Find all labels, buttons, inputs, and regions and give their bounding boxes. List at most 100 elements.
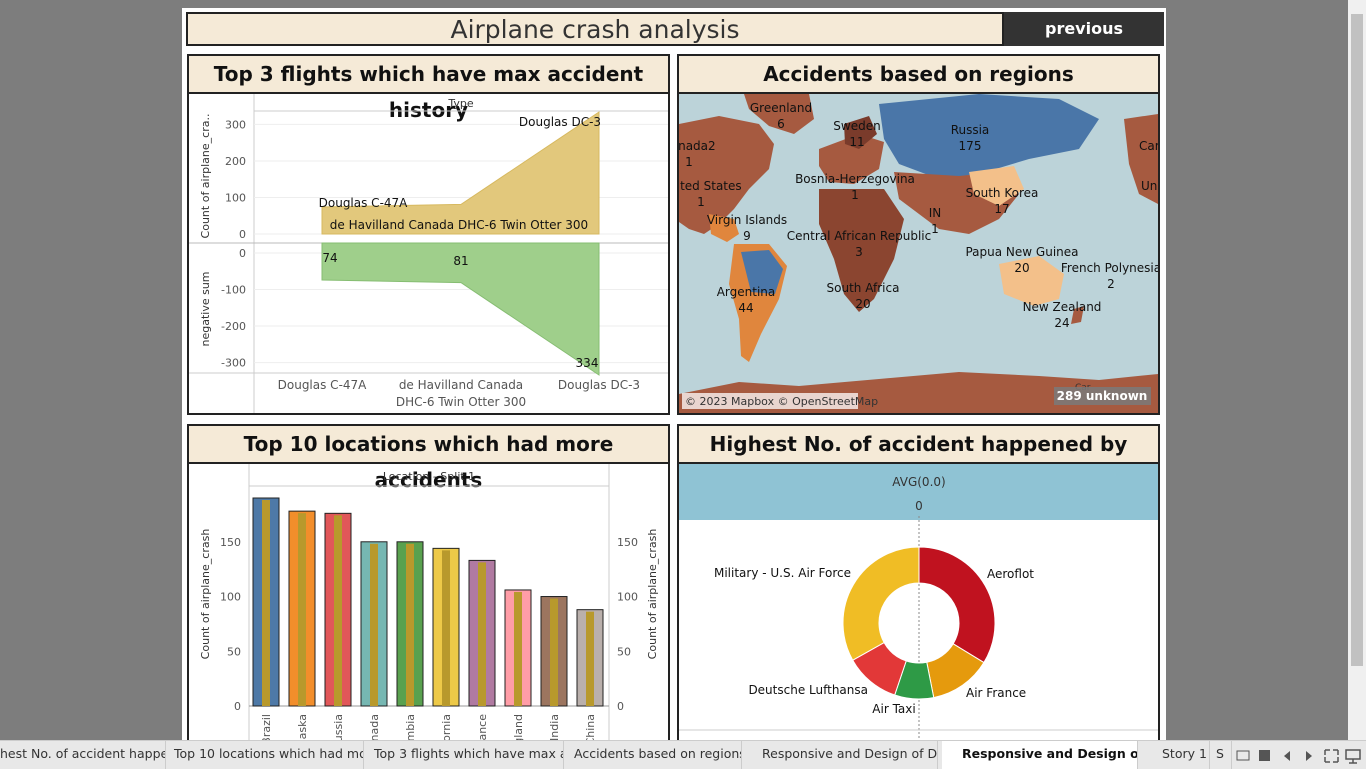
map-label-name: South Korea — [966, 186, 1039, 200]
area-value-334: 334 — [576, 356, 599, 370]
map-label-value: 9 — [743, 229, 751, 243]
pie-slice-aeroflot — [918, 546, 996, 664]
map-label-name: Russia — [951, 123, 990, 137]
scrollbar-thumb[interactable] — [1351, 14, 1363, 666]
square-icon[interactable] — [1259, 750, 1270, 761]
bar-inner-france — [478, 562, 486, 706]
bar-ylabel-left: Count of airplane_crash — [199, 529, 212, 660]
locations-panel-title: Top 10 locations which had more accident… — [189, 426, 668, 492]
area-label-c47a: Douglas C-47A — [319, 196, 409, 210]
pie-header-band — [679, 464, 1158, 520]
map-edge-label-un: Un — [1141, 179, 1157, 193]
map-label-value: 17 — [994, 202, 1009, 216]
area-top-tick: 0 — [239, 228, 246, 241]
next-arrow-icon[interactable] — [1306, 751, 1312, 761]
area-value-74: 74 — [322, 251, 337, 265]
prev-arrow-icon[interactable] — [1284, 751, 1290, 761]
bar-ylabel-right: Count of airplane_crash — [646, 529, 659, 660]
map-label-value: 1 — [851, 188, 859, 202]
map-label-name: Bosnia-Herzegovina — [795, 172, 915, 186]
map-label-name: French Polynesia — [1061, 261, 1158, 275]
area-bottom-tick: 0 — [239, 247, 246, 260]
map-label-name: Papua New Guinea — [965, 245, 1078, 259]
map-land-east-edge — [1124, 114, 1158, 204]
regions-map[interactable]: Greenland6Sweden11Russia175Canada21Unite… — [679, 94, 1158, 413]
area-top-series — [321, 111, 600, 235]
tab-story-1[interactable]: Story 1 — [1142, 741, 1210, 769]
grid-icon[interactable] — [1236, 750, 1250, 761]
flights-panel-title: Top 3 flights which have max accident hi… — [189, 56, 668, 122]
map-label-value: 3 — [855, 245, 863, 259]
area-bottom-tick: -300 — [221, 357, 246, 370]
map-label-value: 11 — [849, 135, 864, 149]
pie-slice-military-u-s-air-force — [842, 546, 920, 661]
pie-label: Air Taxi — [872, 702, 915, 716]
map-label-value: 20 — [855, 297, 870, 311]
bar-inner-india — [550, 598, 558, 706]
fullscreen-icon[interactable] — [1324, 749, 1339, 763]
flights-panel: Top 3 flights which have max accident hi… — [187, 54, 670, 415]
map-label-name: Canada2 — [679, 139, 716, 153]
tab-dashboard-2[interactable]: Responsive and Design of D... — [942, 741, 1138, 769]
area-xtick-c47a: Douglas C-47A — [278, 378, 368, 392]
flights-area-chart[interactable]: Type 300 200 100 0 0 -100 -200 -300 Douglas DC-3 D… — [189, 94, 668, 413]
bar-right-tick: 0 — [617, 700, 624, 713]
area-bottom-tick: -100 — [221, 284, 246, 297]
map-label-name: Central African Republic — [787, 229, 931, 243]
bar-xtick: rance — [476, 714, 489, 740]
tab-more[interactable]: S — [1210, 741, 1232, 769]
present-icon[interactable] — [1345, 749, 1361, 764]
tab-flights[interactable]: Top 3 flights which have max ac... — [368, 741, 564, 769]
previous-button[interactable]: previous — [1004, 12, 1164, 46]
page-title: Airplane crash analysis — [450, 15, 740, 44]
operators-panel-title: Highest No. of accident happened by Oper… — [679, 426, 1158, 492]
area-ylabel-bottom: negative sum — [199, 271, 212, 346]
bar-xtick: anada — [368, 714, 381, 740]
area-ylabel-top: Count of airplane_cra.. — [199, 114, 212, 239]
map-label-name: United States — [679, 179, 742, 193]
tab-controls — [1236, 749, 1361, 764]
bar-inner-colombia — [406, 543, 414, 706]
bar-right-tick: 150 — [617, 536, 638, 549]
regions-panel: Accidents based on regions — [677, 54, 1160, 415]
bar-left-tick: 50 — [227, 645, 241, 658]
bar-xtick: Brazil — [260, 714, 273, 740]
map-land-central-america — [709, 214, 739, 242]
bar-header: Location - Split 1 — [383, 470, 475, 483]
map-land-china — [969, 166, 1024, 206]
map-label-name: Sweden — [833, 119, 880, 133]
bar-xtick: ornia — [440, 714, 453, 740]
locations-bar-chart[interactable]: Location - Split 1 150 150 100 100 50 50 0 0 Coun… — [189, 464, 668, 740]
tab-operators[interactable]: hest No. of accident happen... — [0, 741, 166, 769]
bar-left-tick: 0 — [234, 700, 241, 713]
pie-label: Military - U.S. Air Force — [714, 566, 851, 580]
map-label-name: IN — [929, 206, 942, 220]
bar-xtick: ussia — [332, 714, 345, 740]
area-xtick-dhc6-line2: DHC-6 Twin Otter 300 — [396, 395, 526, 409]
bar-inner-england — [514, 591, 522, 706]
tab-dashboard-1[interactable]: Responsive and Design of Da... — [742, 741, 938, 769]
map-land-new-zealand — [1071, 306, 1084, 324]
tab-locations[interactable]: Top 10 locations which had mor... — [168, 741, 364, 769]
bar-inner-china — [586, 611, 594, 706]
map-attribution[interactable]: © 2023 Mapbox © OpenStreetMap — [685, 395, 878, 408]
map-label-value: 6 — [777, 117, 785, 131]
map-label-name: Greenland — [750, 101, 812, 115]
map-label-value: 1 — [931, 222, 939, 236]
bar-inner-alaska — [298, 513, 306, 706]
unknown-badge[interactable]: 289 unknown — [1057, 389, 1148, 403]
pie-label: Deutsche Lufthansa — [748, 683, 868, 697]
title-bar: Airplane crash analysis — [186, 12, 1004, 46]
pie-header: AVG(0.0) — [892, 475, 945, 489]
area-xtick-dhc6-line1: de Havilland Canada — [399, 378, 523, 392]
map-land-australia — [999, 256, 1064, 306]
bar-xtick: mbia — [404, 714, 417, 740]
map-label-value: 175 — [959, 139, 982, 153]
operators-pie-chart[interactable]: AVG(0.0) 0 Aeroflot Air France Air Taxi Deuts… — [679, 464, 1158, 740]
area-label-dhc6: de Havilland Canada DHC-6 Twin Otter 300 — [330, 218, 588, 232]
map-label-value: 1 — [697, 195, 705, 209]
map-labels: Greenland6Sweden11Russia175Canada21Unite… — [679, 101, 1158, 330]
map-label-name: Argentina — [717, 285, 776, 299]
tab-regions[interactable]: Accidents based on regions — [568, 741, 742, 769]
bar-left-tick: 150 — [220, 536, 241, 549]
